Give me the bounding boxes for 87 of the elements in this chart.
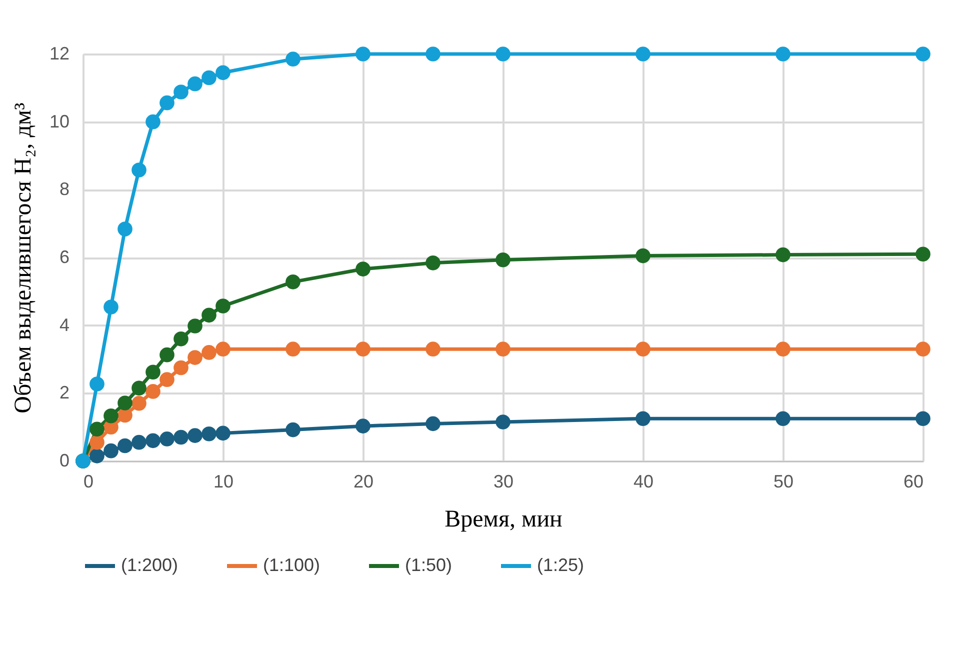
point [146,114,160,130]
point [118,222,132,236]
point [132,380,146,396]
point [636,248,650,264]
point [160,95,174,110]
x-tick-label: 60 [903,472,924,492]
point [132,396,146,411]
point [188,428,202,443]
point [146,364,160,380]
point [776,247,790,262]
point [496,342,510,356]
point [916,411,930,426]
point [118,396,132,410]
point [90,434,104,450]
point [174,84,188,100]
point [118,408,132,423]
point [496,252,510,268]
point [286,52,300,66]
point [216,65,230,80]
point [174,332,188,346]
point [90,422,104,437]
point [132,434,146,450]
point [188,76,202,92]
point [426,416,440,432]
y-tick-label: 2 [59,382,70,403]
x-tick-label: 30 [493,472,514,492]
point [174,430,188,445]
point [496,46,510,62]
legend-label: (1:100) [263,555,320,575]
point [356,342,370,356]
point [636,342,650,356]
point [356,46,370,62]
point [160,432,174,446]
legend-label: (1:200) [121,555,178,575]
y-axis-title: Объем выделившегося H₂, дм³ [10,102,36,414]
point [916,246,930,262]
point [118,438,132,454]
point [202,345,216,360]
legend-label: (1:25) [537,555,584,575]
point [160,372,174,387]
x-tick-label: 50 [773,472,794,492]
point [356,262,370,276]
y-tick-label: 4 [59,314,70,335]
y-tick-label: 6 [59,247,70,267]
point [90,448,104,464]
point [216,298,230,314]
x-tick-label: 20 [353,472,374,492]
point [202,70,216,86]
point [174,360,188,376]
point [286,342,300,356]
point [160,347,174,362]
point [286,274,300,290]
x-tick-label: 10 [213,472,234,492]
legend-label: (1:50) [405,555,452,575]
point [776,342,790,356]
y-tick-label: 8 [59,179,70,200]
point [104,443,118,458]
point [146,384,160,399]
point [188,350,202,365]
x-axis-title: Время, мин [444,506,563,532]
x-tick-label: 40 [633,472,654,492]
point [90,376,104,392]
point [202,308,216,323]
y-tick-label: 10 [49,111,70,132]
point [356,418,370,434]
point [216,342,230,356]
point [146,433,160,448]
point [776,46,790,62]
point [496,414,510,430]
point [104,300,118,314]
point [188,318,202,334]
point [636,411,650,426]
point [426,256,440,270]
point [426,342,440,356]
point [202,426,216,442]
y-tick-label: 0 [59,450,70,470]
point [636,46,650,62]
x-tick-label: 0 [84,472,94,492]
point [104,408,118,424]
point [286,422,300,438]
point [426,46,440,62]
point [916,46,930,62]
point [916,342,930,356]
point [776,411,790,426]
point [216,426,230,441]
point [132,162,146,178]
y-tick-label: 12 [49,44,70,64]
